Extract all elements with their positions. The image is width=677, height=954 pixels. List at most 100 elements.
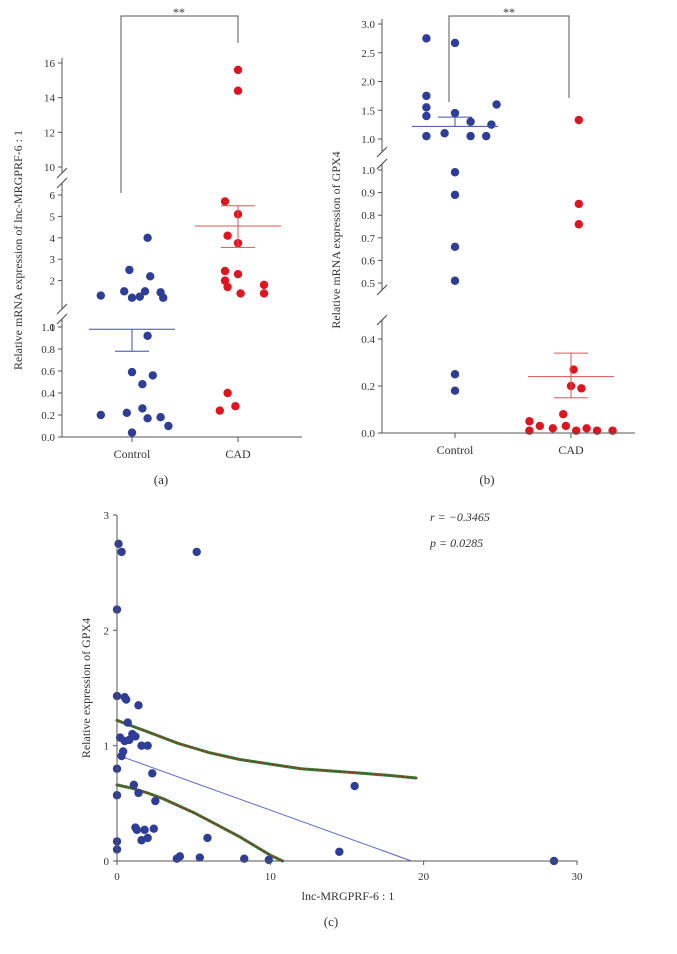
panel-a-means <box>89 205 281 352</box>
panel-a-data-point-cad <box>220 197 230 206</box>
panel-b-data-point-control <box>422 131 431 141</box>
panel-c-data-point <box>151 796 160 806</box>
panel-b-axes: 0.0 0.2 0.4 0.5 0.6 0.7 0.8 0.9 1.0 1.0 1.5 2.0 2.5 3… <box>361 15 635 440</box>
panel-a-data-point-control <box>127 293 137 302</box>
panel-a-y-tick-label: 0.8 <box>41 344 55 356</box>
panel-b-data-point-cad <box>592 426 602 435</box>
panel-a-points <box>96 65 269 437</box>
panel-b-data-point-control <box>487 120 496 129</box>
panel-b-data-point-cad <box>574 115 583 125</box>
panel-c-confidence-lower-dots <box>116 784 284 862</box>
panel-b-data-point-cad <box>525 426 534 435</box>
panel-c-data-point <box>140 825 149 835</box>
panel-a-data-point-cad <box>259 289 269 298</box>
panel-b: 0.0 0.2 0.4 0.5 0.6 0.7 0.8 0.9 1.0 1.0 1.5 2.0 2.5 3… <box>329 5 635 487</box>
panel-b-data-point-control <box>450 168 460 177</box>
panel-c-data-point <box>122 695 131 704</box>
panel-a-y-tick-label: 0.6 <box>41 366 55 378</box>
panel-c-confidence-lower <box>115 783 285 863</box>
panel-c-data-point <box>350 781 359 791</box>
panel-c-data-point <box>120 736 129 746</box>
panel-b-y-tick-label: 2.5 <box>361 48 375 60</box>
panel-c-data-point <box>148 769 157 778</box>
panel-b-y-tick-label: 1.0 <box>361 165 375 177</box>
panel-c-x-tick-label: 10 <box>265 871 277 883</box>
panel-a-data-point-cad <box>236 289 245 298</box>
panel-c-x-tick-label: 30 <box>572 871 584 883</box>
panel-a-data-point-control <box>135 292 144 301</box>
panel-a-data-point-cad <box>231 402 240 411</box>
panel-a-data-point-control <box>156 413 165 422</box>
panel-a-y-tick-label: 3 <box>50 254 56 266</box>
panel-a-break-mark <box>56 303 68 315</box>
panel-c-regression-line <box>116 754 412 862</box>
panel-b-data-point-control <box>450 108 460 118</box>
panel-a-y-tick-label: 0.0 <box>41 432 55 444</box>
panel-b-data-point-control <box>466 131 475 141</box>
panel-c-y-tick-label: 1 <box>104 741 110 753</box>
panel-b-data-point-control <box>450 370 460 379</box>
panel-c-data-point <box>134 788 143 798</box>
panel-a-data-point-cad <box>259 280 269 290</box>
panel-a-data-point-control <box>140 287 150 296</box>
panel-b-points <box>422 34 617 435</box>
panel-a-caption: (a) <box>154 472 168 487</box>
panel-b-significance: ** <box>503 5 515 19</box>
panel-a-data-point-cad <box>223 388 232 398</box>
panel-a-data-point-control <box>127 367 137 377</box>
panel-c-data-point <box>335 847 344 856</box>
panel-b-data-point-control <box>422 34 431 43</box>
panel-a-y-tick-label: 16 <box>44 58 56 70</box>
panel-c-data-point <box>195 853 204 862</box>
panel-b-data-point-control <box>482 131 491 141</box>
panel-a-x-label-control: Control <box>114 447 151 461</box>
panel-b-y-tick-label: 0.6 <box>361 255 375 267</box>
panel-c-p-value: p = 0.0285 <box>429 536 483 550</box>
panel-c-data-point <box>203 833 212 843</box>
panel-a-data-point-cad <box>220 266 230 276</box>
panel-a-data-point-control <box>156 288 165 297</box>
panel-a-y-tick-label: 6 <box>50 190 56 202</box>
panel-b-y-tick-label: 0.0 <box>361 428 375 440</box>
panel-b-y-tick-label: 0.7 <box>361 233 375 245</box>
panel-a-data-point-control <box>138 404 147 413</box>
panel-b-data-point-control <box>422 111 431 121</box>
panel-c-points <box>112 539 559 866</box>
panel-a-data-point-control <box>138 380 147 389</box>
panel-a-data-point-control <box>164 421 173 431</box>
panel-a-data-point-control <box>148 371 157 380</box>
panel-b-y-tick-label: 0.5 <box>361 278 375 290</box>
panel-b-y-tick-label: 0.9 <box>361 188 375 200</box>
panel-c-data-point <box>134 701 143 710</box>
panel-c-r-value: r = −0.3465 <box>430 510 490 524</box>
panel-a-y-tick-label: 1.0 <box>41 322 55 334</box>
panel-b-data-point-control <box>450 276 460 285</box>
panel-a-significance: ** <box>173 5 185 19</box>
panel-b-data-point-cad <box>535 421 544 431</box>
panel-b-break-mark <box>376 158 388 170</box>
panel-c-data-point <box>123 718 132 727</box>
panel-a-y-tick-label: 4 <box>50 233 56 245</box>
panel-c-confidence-upper <box>115 718 418 780</box>
panel-b-data-point-control <box>450 190 460 200</box>
panel-a-data-point-control <box>143 414 152 423</box>
panel-c-y-tick-label: 3 <box>104 510 110 522</box>
panel-a-data-point-control <box>146 272 155 281</box>
panel-c-data-point <box>137 741 146 750</box>
panel-c-data-point <box>131 823 140 832</box>
panel-a-y-tick-label: 5 <box>50 211 56 223</box>
panel-b-y-axis-label: Relative mRNA expression of GPX4 <box>329 151 343 328</box>
panel-b-data-point-cad <box>574 199 583 209</box>
panel-b-y-tick-label: 0.2 <box>361 381 375 393</box>
panel-a-y-tick-label: 2 <box>50 276 56 288</box>
panel-c-data-point <box>114 539 123 549</box>
panel-a-break-mark <box>56 177 68 189</box>
panel-c-data-point <box>175 852 185 861</box>
panel-a-data-point-control <box>122 408 131 417</box>
panel-b-data-point-control <box>492 100 501 109</box>
panel-b-x-label-control: Control <box>437 443 474 457</box>
panel-b-means <box>412 116 614 399</box>
panel-c-data-point <box>118 747 128 756</box>
